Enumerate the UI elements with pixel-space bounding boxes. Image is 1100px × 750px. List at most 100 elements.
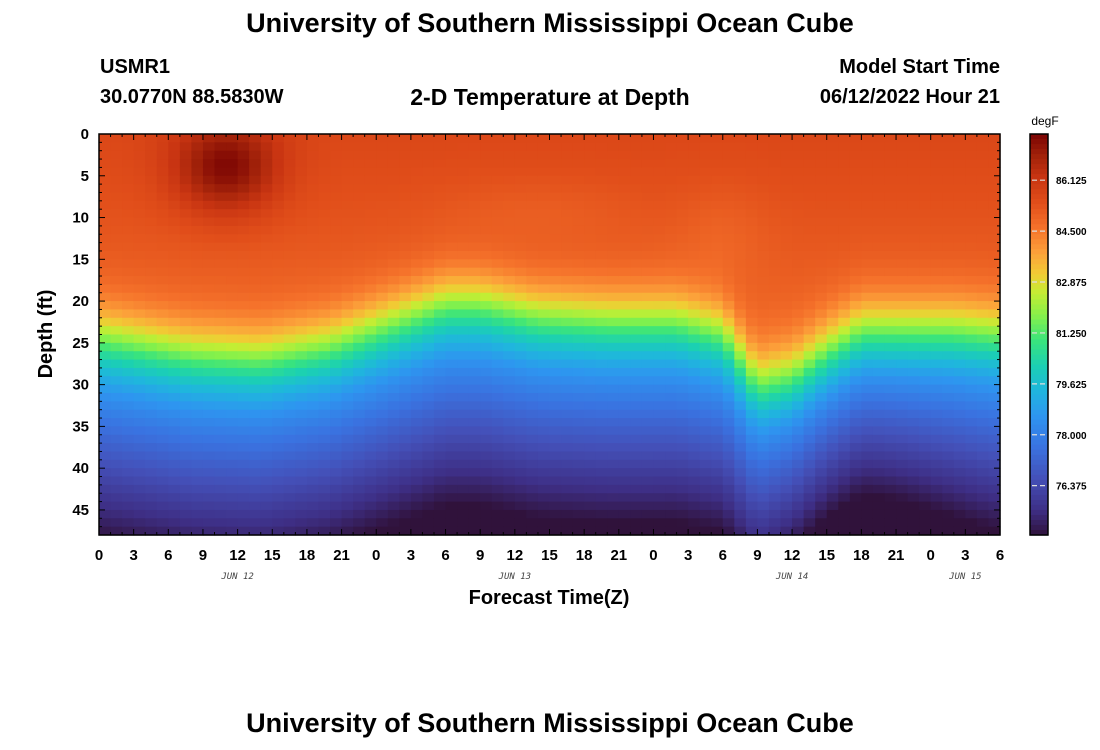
heatmap-cell <box>653 476 666 486</box>
heatmap-cell <box>410 234 424 244</box>
heatmap-cell <box>849 284 862 294</box>
heatmap-cell <box>330 292 343 302</box>
heatmap-cell <box>919 276 932 285</box>
heatmap-cell <box>919 150 932 160</box>
heatmap-cell <box>630 242 643 252</box>
heatmap-cell <box>803 309 816 319</box>
heatmap-cell <box>757 518 770 528</box>
heatmap-cell <box>780 518 793 528</box>
heatmap-cell <box>907 267 920 277</box>
heatmap-cell <box>468 225 481 235</box>
heatmap-cell <box>907 384 920 394</box>
heatmap-cell <box>884 309 897 319</box>
heatmap-cell <box>514 443 527 453</box>
heatmap-cell <box>734 167 747 177</box>
heatmap-cell <box>260 150 273 160</box>
heatmap-cell <box>688 468 701 478</box>
heatmap-cell <box>919 217 932 227</box>
heatmap-cell <box>803 242 816 252</box>
heatmap-cell <box>549 376 562 386</box>
heatmap-cell <box>295 167 308 177</box>
heatmap-cell <box>595 376 608 386</box>
heatmap-cell <box>445 284 458 294</box>
heatmap-cell <box>514 501 527 511</box>
heatmap-cell <box>595 259 608 269</box>
heatmap-cell <box>780 242 793 252</box>
heatmap-cells <box>99 134 1001 536</box>
heatmap-cell <box>214 359 227 369</box>
heatmap-cell <box>433 501 447 511</box>
heatmap-cell <box>699 150 712 160</box>
heatmap-cell <box>364 267 377 277</box>
heatmap-cell <box>965 150 978 160</box>
heatmap-cell <box>491 334 504 344</box>
heatmap-cell <box>526 276 539 285</box>
heatmap-cell <box>491 359 504 369</box>
heatmap-cell <box>792 342 805 352</box>
heatmap-cell <box>179 501 193 511</box>
heatmap-cell <box>110 342 123 352</box>
heatmap-cell <box>607 134 620 143</box>
heatmap-cell <box>768 509 782 519</box>
heatmap-cell <box>884 217 897 227</box>
heatmap-cell <box>179 459 193 469</box>
heatmap-cell <box>618 259 631 269</box>
heatmap-cell <box>364 292 377 302</box>
heatmap-cell <box>526 468 539 478</box>
heatmap-cell <box>491 484 504 494</box>
heatmap-cell <box>457 309 470 319</box>
heatmap-cell <box>179 376 193 386</box>
heatmap-cell <box>768 459 782 469</box>
heatmap-cell <box>572 426 585 436</box>
heatmap-cell <box>214 509 227 519</box>
heatmap-cell <box>480 526 493 536</box>
heatmap-cell <box>156 242 169 252</box>
heatmap-cell <box>930 443 943 453</box>
heatmap-cell <box>930 200 943 210</box>
heatmap-cell <box>295 175 308 185</box>
heatmap-cell <box>930 159 943 169</box>
heatmap-cell <box>526 209 539 219</box>
heatmap-cell <box>676 142 689 152</box>
heatmap-cell <box>341 493 354 503</box>
heatmap-cell <box>422 367 435 377</box>
heatmap-cell <box>191 150 204 160</box>
heatmap-cell <box>584 501 597 511</box>
heatmap-cell <box>191 376 204 386</box>
heatmap-cell <box>630 250 643 260</box>
heatmap-cell <box>260 242 273 252</box>
heatmap-cell <box>433 309 447 319</box>
heatmap-cell <box>387 418 400 427</box>
heatmap-cell <box>711 326 724 336</box>
colorbar-cell <box>1030 194 1048 200</box>
heatmap-cell <box>445 451 458 461</box>
heatmap-cell <box>607 367 620 377</box>
heatmap-cell <box>930 342 943 352</box>
heatmap-cell <box>561 476 574 486</box>
heatmap-cell <box>202 468 216 478</box>
colorbar-cell <box>1030 434 1048 441</box>
heatmap-cell <box>122 526 135 536</box>
heatmap-cell <box>688 384 701 394</box>
heatmap-cell <box>399 459 412 469</box>
heatmap-cell <box>653 493 666 503</box>
heatmap-cell <box>480 276 493 285</box>
heatmap-cell <box>202 250 216 260</box>
heatmap-cell <box>872 234 886 244</box>
chart-subtitle: 2-D Temperature at Depth <box>410 84 690 110</box>
heatmap-cell <box>364 359 377 369</box>
heatmap-cell <box>884 250 897 260</box>
heatmap-cell <box>330 259 343 269</box>
heatmap-cell <box>433 493 447 503</box>
heatmap-cell <box>399 501 412 511</box>
heatmap-cell <box>122 426 135 436</box>
heatmap-cell <box>318 351 331 361</box>
heatmap-cell <box>861 443 874 453</box>
heatmap-cell <box>168 401 181 411</box>
heatmap-cell <box>422 200 435 210</box>
heatmap-cell <box>872 267 886 277</box>
heatmap-cell <box>872 150 886 160</box>
heatmap-cell <box>410 501 424 511</box>
heatmap-cell <box>179 493 193 503</box>
heatmap-cell <box>907 242 920 252</box>
